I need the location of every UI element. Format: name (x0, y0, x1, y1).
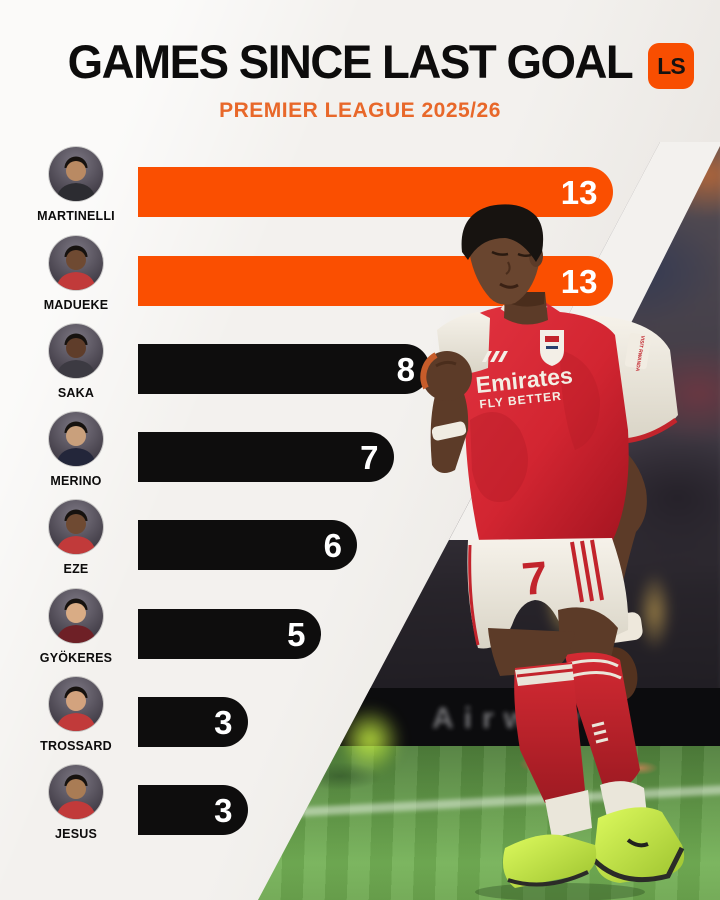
bar: 6 (138, 520, 357, 570)
player-name-label: JESUS (55, 827, 97, 841)
player-avatar (49, 589, 103, 643)
avatar-head (66, 426, 86, 446)
player-name-label: TROSSARD (40, 739, 112, 753)
avatar-head (66, 250, 86, 270)
adidas-logo (482, 351, 508, 362)
bar-value-label: 13 (560, 262, 598, 300)
avatar-shoulders (56, 360, 96, 378)
page-subtitle: PREMIER LEAGUE 2025/26 (219, 99, 501, 122)
bar: 13 (138, 167, 613, 217)
player-name-label: MERINO (50, 474, 102, 488)
player-avatar (49, 765, 103, 819)
bar-value-label: 8 (396, 350, 415, 388)
crest-band (545, 336, 559, 342)
back-leg (558, 607, 685, 883)
chart-row-jesus: JESUS 3 (0, 765, 720, 855)
sleeve-badge: VISIT RWANDA (624, 332, 652, 372)
head (461, 204, 548, 325)
bar-value-label: 7 (360, 438, 379, 476)
player-name-label: GYÖKERES (39, 651, 113, 665)
bar-value-label: 3 (214, 791, 233, 829)
player-avatar (49, 677, 103, 731)
avatar-head (66, 691, 86, 711)
player-avatar (49, 412, 103, 466)
bar: 3 (138, 697, 248, 747)
ground-shadow (475, 883, 645, 900)
avatar-shoulders (56, 713, 96, 731)
sleeve-badge-text: VISIT RWANDA (634, 335, 646, 372)
watch (431, 421, 467, 441)
avatar-head (66, 779, 86, 799)
player-name-label: EZE (63, 562, 89, 576)
player-cutout-saka: VISIT RWANDA Emirates FLY BETTER (420, 204, 685, 900)
player-avatar (49, 324, 103, 378)
avatar-shoulders (56, 448, 96, 466)
avatar-head (66, 603, 86, 623)
chart-row-eze: EZE 6 (0, 500, 720, 590)
avatar-head (66, 514, 86, 534)
avatar-shoulders (56, 536, 96, 554)
closed-eyes (491, 250, 532, 258)
player-avatar (49, 147, 103, 201)
chart-row-martinelli: MARTINELLI 13 (0, 147, 720, 237)
bar: 8 (138, 344, 430, 394)
hair (461, 204, 544, 262)
bar-value-label: 3 (214, 703, 233, 741)
player-avatar (49, 236, 103, 290)
shorts-stripes (570, 539, 604, 603)
bar: 7 (138, 432, 394, 482)
player-name-label: MADUEKE (43, 298, 109, 312)
chart-row-trossard: TROSSARD 3 (0, 677, 720, 767)
avatar-shoulders (56, 183, 96, 201)
avatar-shoulders (56, 272, 96, 290)
shorts-number: 7 (520, 551, 550, 605)
page-title: GAMES SINCE LAST GOAL (67, 35, 634, 88)
right-arm-fist (420, 351, 472, 474)
livescore-logo-text: LS (657, 52, 685, 79)
livescore-logo: LS (648, 43, 694, 89)
player-name-label: SAKA (57, 386, 95, 400)
mouth (499, 282, 519, 289)
bar: 5 (138, 609, 321, 659)
nose (505, 261, 511, 275)
avatar-shoulders (56, 625, 96, 643)
bar-value-label: 13 (560, 173, 598, 211)
chart-row-gyokeres: GYÖKERES 5 (0, 589, 720, 679)
jersey-torso: Emirates FLY BETTER (437, 300, 629, 545)
avatar-shoulders (56, 801, 96, 819)
chart-row-saka: SAKA 8 (0, 324, 720, 414)
avatar-head (66, 161, 86, 181)
front-leg (488, 628, 597, 888)
bar-value-label: 5 (287, 615, 306, 653)
player-avatar (49, 500, 103, 554)
chart-row-merino: MERINO 7 (0, 412, 720, 502)
player-name-label: MARTINELLI (37, 209, 115, 223)
crest-cannon (546, 346, 558, 349)
bar: 3 (138, 785, 248, 835)
avatar-head (66, 338, 86, 358)
fist (422, 351, 472, 401)
bar-value-label: 6 (323, 526, 342, 564)
